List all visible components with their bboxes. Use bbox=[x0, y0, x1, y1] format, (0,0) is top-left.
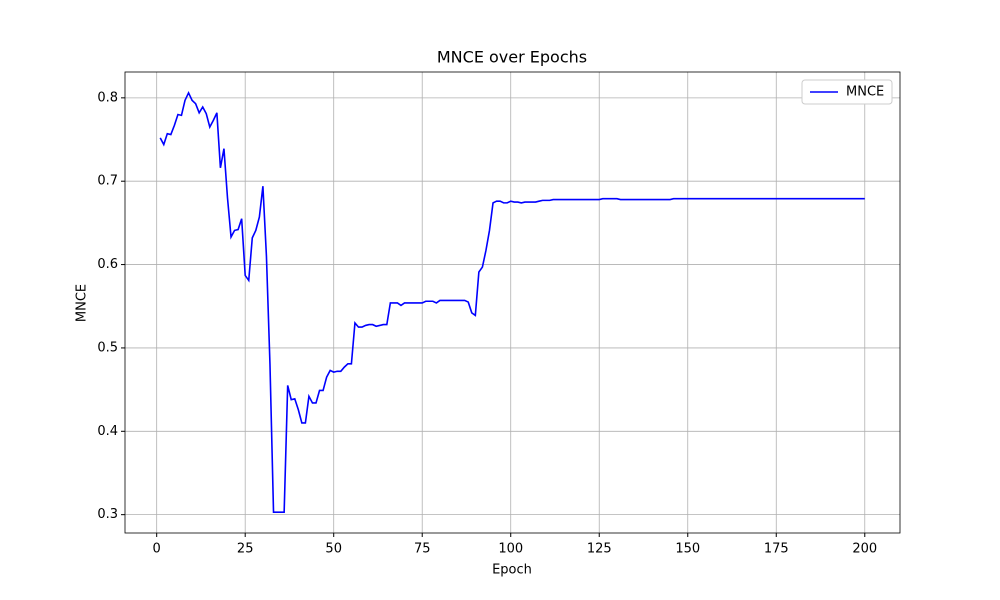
y-tick-label: 0.6 bbox=[97, 257, 118, 272]
x-axis-label: Epoch bbox=[492, 563, 532, 578]
legend-box bbox=[801, 79, 893, 105]
y-tick-label: 0.7 bbox=[97, 174, 118, 189]
x-tick-label: 0 bbox=[153, 542, 161, 557]
y-tick-label: 0.4 bbox=[97, 424, 118, 439]
line bbox=[159, 90, 865, 513]
x-tick-label: 75 bbox=[414, 542, 431, 557]
x-tick-label: 175 bbox=[764, 542, 789, 557]
y-tick-label: 0.5 bbox=[97, 340, 118, 355]
y-tick-label: 0.3 bbox=[97, 507, 118, 522]
chart-title: MNCE over Epochs bbox=[437, 48, 587, 67]
x-tick-label: 150 bbox=[675, 542, 700, 557]
x-tick-label: 50 bbox=[325, 542, 342, 557]
legend-label: MNCE bbox=[846, 85, 884, 100]
y-axis-label: MNCE bbox=[75, 284, 90, 322]
plot-frame bbox=[124, 71, 901, 534]
y-tick-label: 0.8 bbox=[97, 90, 118, 105]
x-tick-label: 25 bbox=[237, 542, 254, 557]
x-tick-label: 200 bbox=[852, 542, 877, 557]
x-tick-label: 125 bbox=[587, 542, 612, 557]
x-tick-label: 100 bbox=[498, 542, 523, 557]
